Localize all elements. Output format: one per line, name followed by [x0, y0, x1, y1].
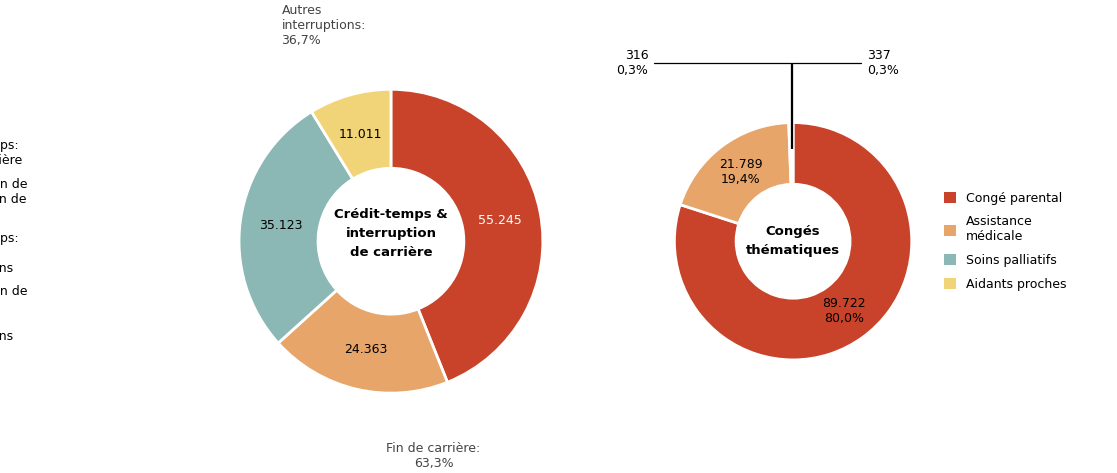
Text: 89.722
80,0%: 89.722 80,0%	[822, 298, 866, 325]
Text: 21.789
19,4%: 21.789 19,4%	[719, 158, 763, 186]
Legend: Congé parental, Assistance
médicale, Soins palliatifs, Aidants proches: Congé parental, Assistance médicale, Soi…	[944, 192, 1067, 291]
Wedge shape	[278, 290, 448, 393]
Wedge shape	[675, 123, 911, 360]
Wedge shape	[312, 89, 391, 179]
Wedge shape	[391, 89, 543, 382]
Text: 316
0,3%: 316 0,3%	[617, 50, 791, 149]
Text: 24.363: 24.363	[344, 343, 388, 356]
Text: Autres
interruptions:
36,7%: Autres interruptions: 36,7%	[281, 4, 366, 47]
Legend: Crédit-temps:
fin de carrière, Interruption de
carrière: fin de
carrière, Crédit: Crédit-temps: fin de carrière, Interrupt…	[0, 139, 27, 343]
Text: Crédit-temps &
interruption
de carrière: Crédit-temps & interruption de carrière	[334, 208, 448, 259]
Text: Fin de carrière:
63,3%: Fin de carrière: 63,3%	[386, 442, 480, 470]
Text: 11.011: 11.011	[340, 128, 383, 141]
Text: 35.123: 35.123	[259, 219, 303, 232]
Wedge shape	[789, 123, 792, 184]
Wedge shape	[680, 123, 791, 224]
Wedge shape	[239, 112, 353, 343]
Text: 337
0,3%: 337 0,3%	[792, 50, 898, 148]
Wedge shape	[791, 123, 793, 184]
Text: Congés
thématiques: Congés thématiques	[746, 225, 840, 257]
Text: 55.245: 55.245	[478, 214, 522, 227]
